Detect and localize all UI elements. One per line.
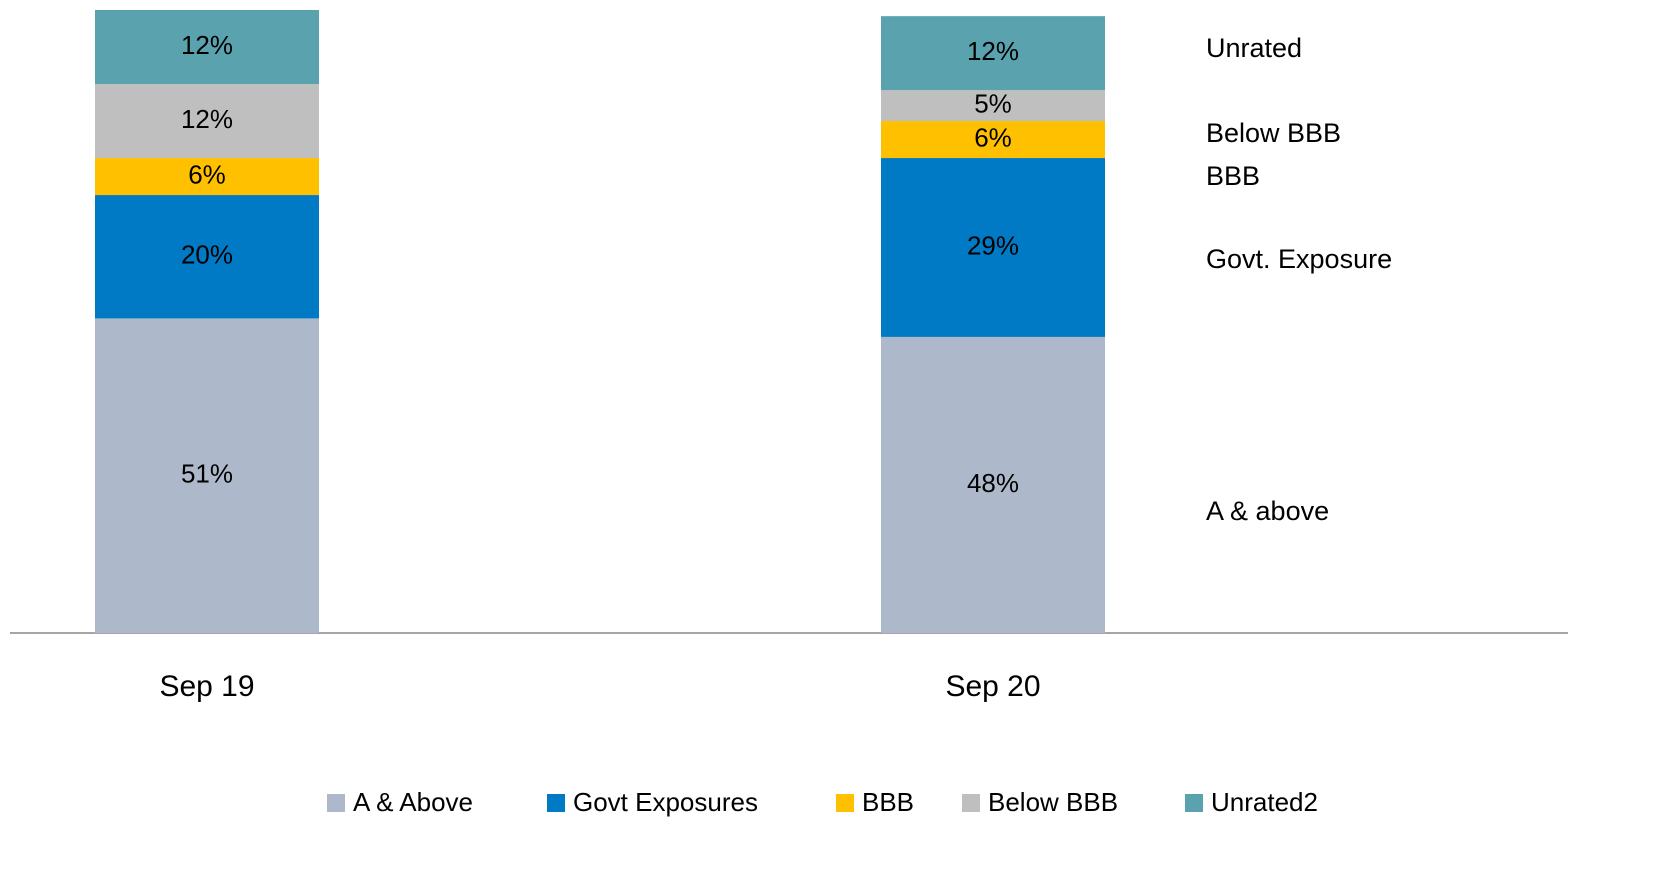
x-tick-label: Sep 20 xyxy=(945,670,1040,703)
bar-segment xyxy=(95,84,319,159)
bar-segment xyxy=(95,158,319,196)
annotation: Govt. Exposure xyxy=(1206,244,1392,274)
value-label: 48% xyxy=(967,468,1019,498)
legend-label: Govt Exposures xyxy=(573,787,758,817)
legend-label: BBB xyxy=(862,787,914,817)
bar-segment xyxy=(95,318,319,633)
legend-swatch xyxy=(836,794,854,812)
bar-segment xyxy=(95,10,319,85)
value-label: 12% xyxy=(181,104,233,134)
bar-segment xyxy=(881,336,1105,633)
bar-segment xyxy=(881,121,1105,159)
legend-swatch xyxy=(547,794,565,812)
value-label: 29% xyxy=(967,230,1019,260)
value-label: 51% xyxy=(181,459,233,489)
legend-swatch xyxy=(962,794,980,812)
annotation: Below BBB xyxy=(1206,118,1341,148)
legend-swatch xyxy=(327,794,345,812)
value-label: 5% xyxy=(974,88,1012,118)
legend-label: A & Above xyxy=(353,787,473,817)
x-tick-label: Sep 19 xyxy=(159,670,254,703)
annotation: BBB xyxy=(1206,161,1260,191)
bar-segment xyxy=(95,195,319,319)
legend-label: Below BBB xyxy=(988,787,1118,817)
annotation: A & above xyxy=(1206,496,1329,526)
value-label: 6% xyxy=(974,122,1012,152)
legend-label: Unrated2 xyxy=(1211,787,1318,817)
bar-segment xyxy=(881,158,1105,337)
bar-segment xyxy=(881,16,1105,91)
bar-segment xyxy=(881,90,1105,122)
value-label: 6% xyxy=(188,159,226,189)
value-label: 12% xyxy=(967,36,1019,66)
legend-swatch xyxy=(1185,794,1203,812)
value-label: 20% xyxy=(181,240,233,270)
annotation: Unrated xyxy=(1206,33,1302,63)
value-label: 12% xyxy=(181,30,233,60)
